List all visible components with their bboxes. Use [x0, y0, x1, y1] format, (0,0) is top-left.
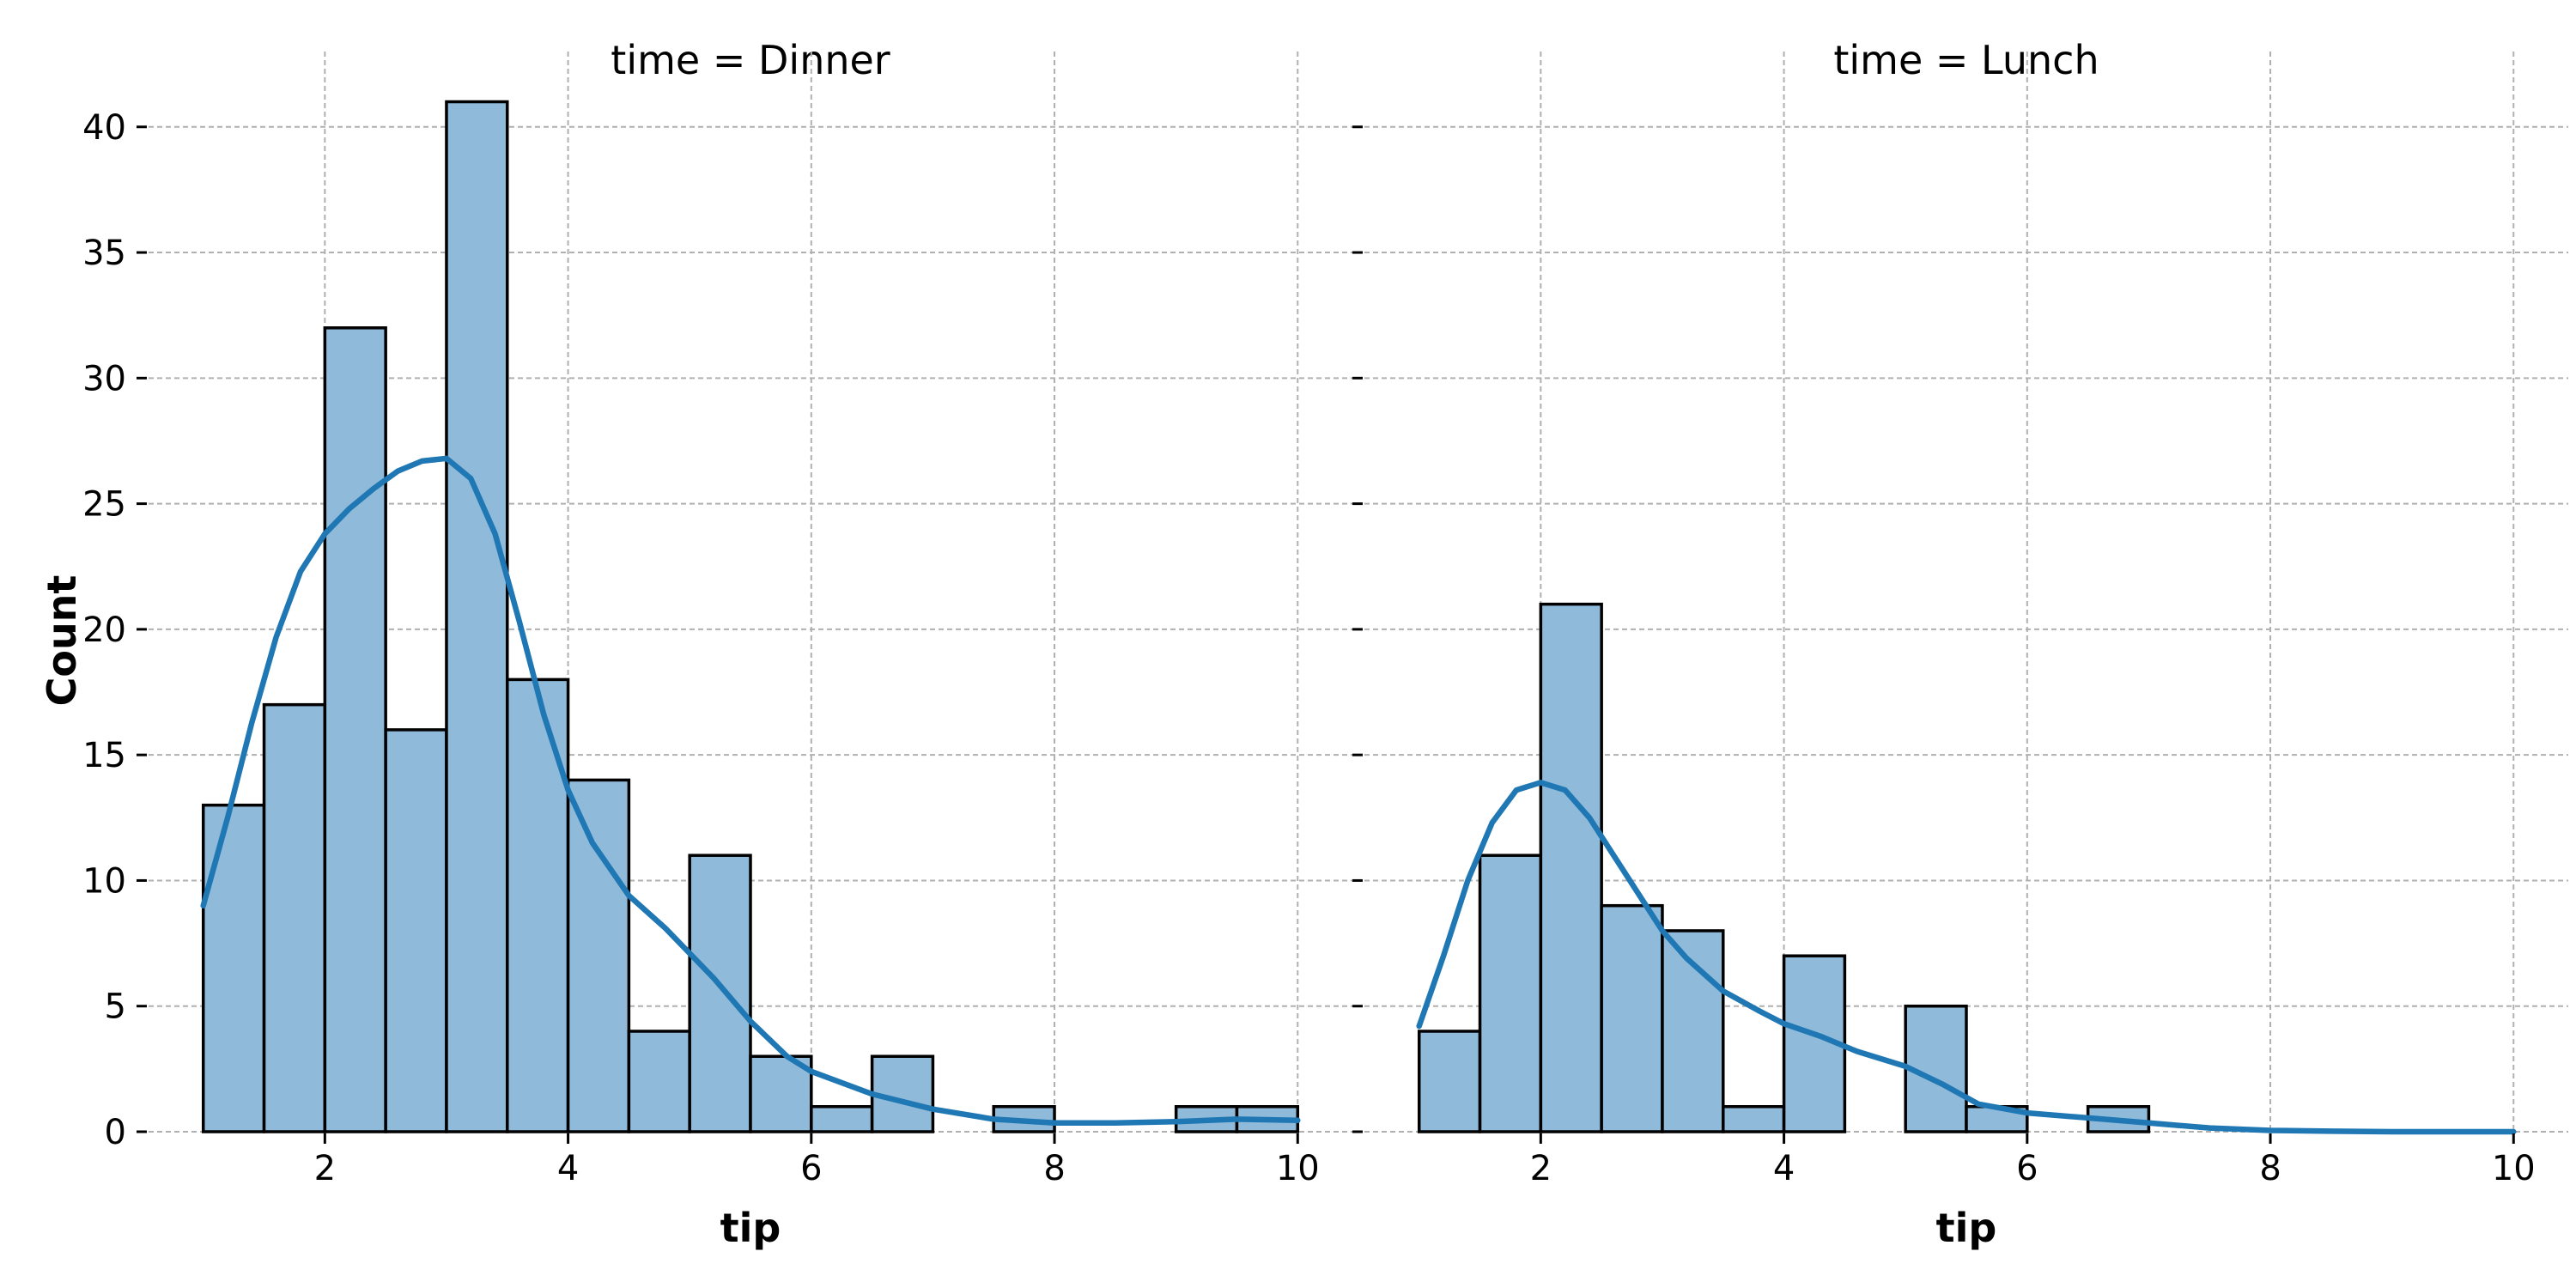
y-tick-label: 20 [82, 611, 126, 650]
histogram-bar [566, 778, 631, 1133]
x-tick-label: 4 [557, 1149, 579, 1188]
histogram-bar [749, 1054, 813, 1133]
histogram-bar [627, 1030, 691, 1133]
kde-curve-layer [1416, 780, 2517, 1135]
histogram-bar [1417, 1030, 1482, 1133]
histogram-bar [323, 326, 387, 1133]
facet-panel-lunch: time = Lunch 2 4 6 8 10 tip [1352, 37, 2568, 1251]
y-axis-label: Count [39, 575, 85, 707]
histogram-bar [506, 677, 570, 1133]
y-tick-label: 40 [82, 108, 126, 148]
axis-ticks: 2 4 6 8 10 [1352, 125, 2536, 1188]
x-tick-label: 6 [2016, 1149, 2038, 1188]
y-tick-label: 5 [105, 987, 126, 1027]
histogram-bar [384, 728, 448, 1133]
histogram-bar [1722, 1104, 1786, 1133]
histogram-bar [262, 702, 327, 1133]
facet-panel-dinner: time = Dinner 2 4 6 8 10 0 5 10 15 20 25 30 35 40 tip… [39, 37, 1352, 1251]
panel-title: time = Lunch [1833, 37, 2099, 83]
x-tick-label: 2 [1530, 1149, 1552, 1188]
y-tick-label: 10 [82, 861, 126, 901]
x-tick-label: 4 [1773, 1149, 1795, 1188]
panel-title: time = Dinner [611, 37, 890, 83]
x-tick-label: 8 [1043, 1149, 1065, 1188]
kde-curve [1416, 780, 2517, 1135]
y-tick-label: 15 [82, 736, 126, 775]
histogram-bars [201, 100, 1300, 1133]
histogram-bar [1478, 854, 1543, 1133]
x-tick-label: 6 [800, 1149, 822, 1188]
y-tick-label: 30 [82, 359, 126, 398]
x-tick-label: 8 [2259, 1149, 2281, 1188]
x-axis-label: tip [1936, 1205, 1997, 1251]
histogram-bar [1539, 602, 1603, 1133]
axis-ticks: 2 4 6 8 10 0 5 10 15 20 25 30 35 40 [82, 108, 1320, 1188]
histogram-bar [810, 1104, 874, 1133]
kde-curve-layer [200, 455, 1301, 1127]
x-axis-label: tip [720, 1205, 781, 1251]
y-tick-label: 0 [105, 1113, 126, 1152]
histogram-bar [688, 854, 752, 1133]
x-tick-label: 10 [2492, 1149, 2536, 1188]
x-tick-label: 2 [314, 1149, 336, 1188]
y-tick-label: 25 [82, 485, 126, 525]
kde-curve [200, 455, 1301, 1127]
histogram-bar [1600, 903, 1664, 1133]
histogram-bar [445, 100, 509, 1133]
y-tick-label: 35 [82, 234, 126, 273]
histogram-bar [201, 803, 266, 1133]
x-tick-label: 10 [1276, 1149, 1320, 1188]
